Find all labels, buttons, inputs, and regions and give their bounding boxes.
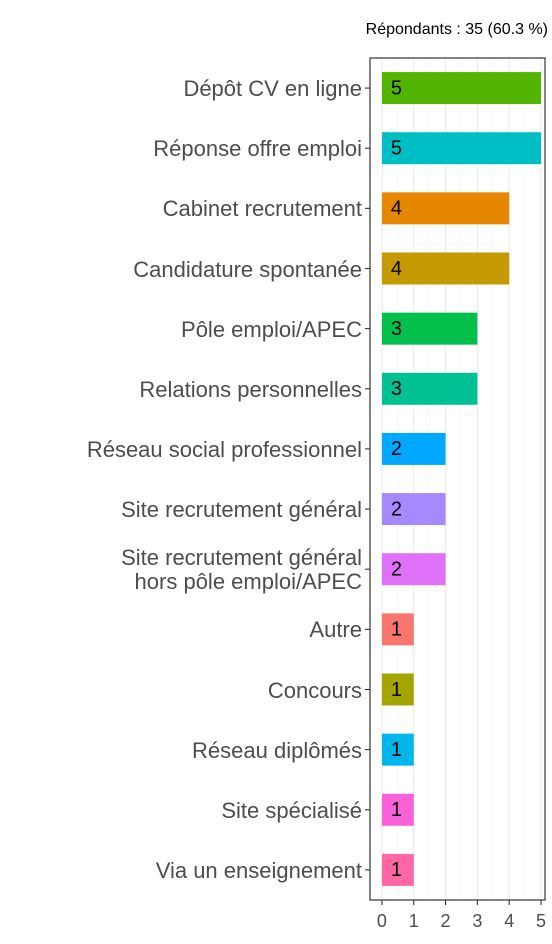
y-tick-label: Pôle emploi/APEC: [181, 316, 362, 342]
bar: [381, 312, 478, 345]
value-label: 1: [391, 619, 402, 641]
panel-border: [369, 57, 546, 901]
value-label: 4: [391, 258, 402, 280]
value-label: 1: [391, 679, 402, 701]
panel-background: [370, 58, 545, 900]
value-label: 1: [391, 859, 402, 881]
y-tick-label: Autre: [309, 617, 362, 643]
x-tick-label: 1: [409, 911, 419, 931]
y-tick-label: Réseau diplômés: [192, 737, 362, 763]
bar: [381, 733, 414, 766]
y-tick-label: Candidature spontanée: [133, 256, 362, 282]
x-tick-label: 2: [441, 911, 451, 931]
x-tick-label: 0: [377, 911, 387, 931]
bar: [381, 132, 542, 165]
x-tick-label: 5: [536, 911, 546, 931]
bar: [381, 793, 414, 826]
bar: [381, 252, 510, 285]
y-tick-label: Cabinet recrutement: [162, 196, 362, 222]
y-tick-label: Réponse offre emploi: [153, 136, 362, 162]
bar: [381, 553, 446, 586]
value-label: 5: [391, 137, 402, 159]
bar: [381, 432, 446, 465]
value-label: 2: [391, 558, 402, 580]
bar: [381, 673, 414, 706]
value-label: 3: [391, 378, 402, 400]
x-tick-label: 3: [472, 911, 482, 931]
y-tick-label: Via un enseignement: [155, 857, 362, 883]
value-label: 3: [391, 318, 402, 340]
bar: [381, 853, 414, 886]
value-label: 2: [391, 438, 402, 460]
bar: [381, 72, 542, 105]
y-tick-label: Dépôt CV en ligne: [183, 76, 362, 102]
chart-subtitle: Répondants : 35 (60.3 %): [366, 21, 548, 38]
y-tick-label: Site recrutement général: [121, 497, 362, 523]
y-tick-label: Relations personnelles: [139, 376, 362, 402]
y-tick-label: Site spécialisé: [221, 797, 362, 823]
y-tick-label: Site recrutement général hors pôle emplo…: [121, 545, 362, 595]
value-label: 2: [391, 498, 402, 520]
value-label: 1: [391, 739, 402, 761]
bar: [381, 192, 510, 225]
x-tick-label: 4: [504, 911, 514, 931]
value-label: 5: [391, 77, 402, 99]
bar: [381, 493, 446, 526]
value-label: 4: [391, 198, 402, 220]
y-tick-label: Concours: [267, 677, 362, 703]
value-label: 1: [391, 799, 402, 821]
y-tick-label: Réseau social professionnel: [86, 436, 362, 462]
bar: [381, 372, 478, 405]
bar: [381, 613, 414, 646]
